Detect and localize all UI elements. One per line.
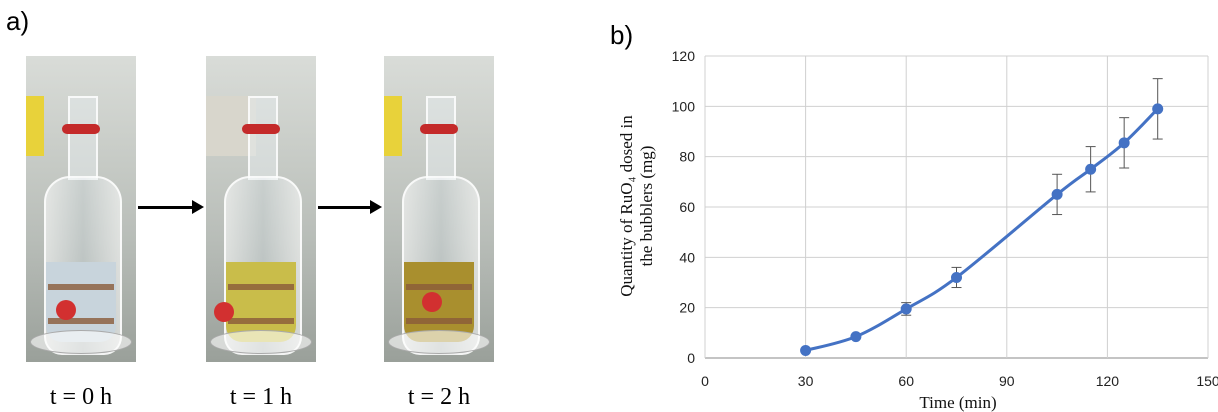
y-tick-label: 60 (679, 199, 695, 215)
x-tick-label: 90 (999, 373, 1015, 389)
data-point (1119, 137, 1130, 148)
data-point (1152, 103, 1163, 114)
data-point (901, 303, 912, 314)
y-tick-label: 40 (679, 249, 695, 265)
x-tick-label: 0 (701, 373, 709, 389)
data-point (850, 331, 861, 342)
y-tick-label: 0 (687, 350, 695, 366)
series-line (806, 109, 1158, 351)
chart-grid (705, 56, 1208, 358)
data-point (951, 272, 962, 283)
y-axis-label-line1: Quantity of RuO₄ dosed in (617, 115, 636, 297)
x-tick-label: 120 (1096, 373, 1120, 389)
y-axis-label-line2: the bubblers (mg) (637, 146, 656, 267)
data-point (1085, 164, 1096, 175)
y-tick-label: 120 (672, 48, 696, 64)
y-tick-label: 20 (679, 300, 695, 316)
y-tick-label: 100 (672, 98, 696, 114)
x-tick-label: 60 (898, 373, 914, 389)
data-point (800, 345, 811, 356)
chart-ticks: 0 20 40 60 80 100 120 0 30 60 90 120 150 (672, 48, 1218, 389)
y-tick-label: 80 (679, 149, 695, 165)
x-tick-label: 150 (1196, 373, 1218, 389)
data-point (1052, 189, 1063, 200)
chart-series (800, 79, 1163, 356)
x-axis-label: Time (min) (919, 393, 996, 412)
x-tick-label: 30 (798, 373, 814, 389)
